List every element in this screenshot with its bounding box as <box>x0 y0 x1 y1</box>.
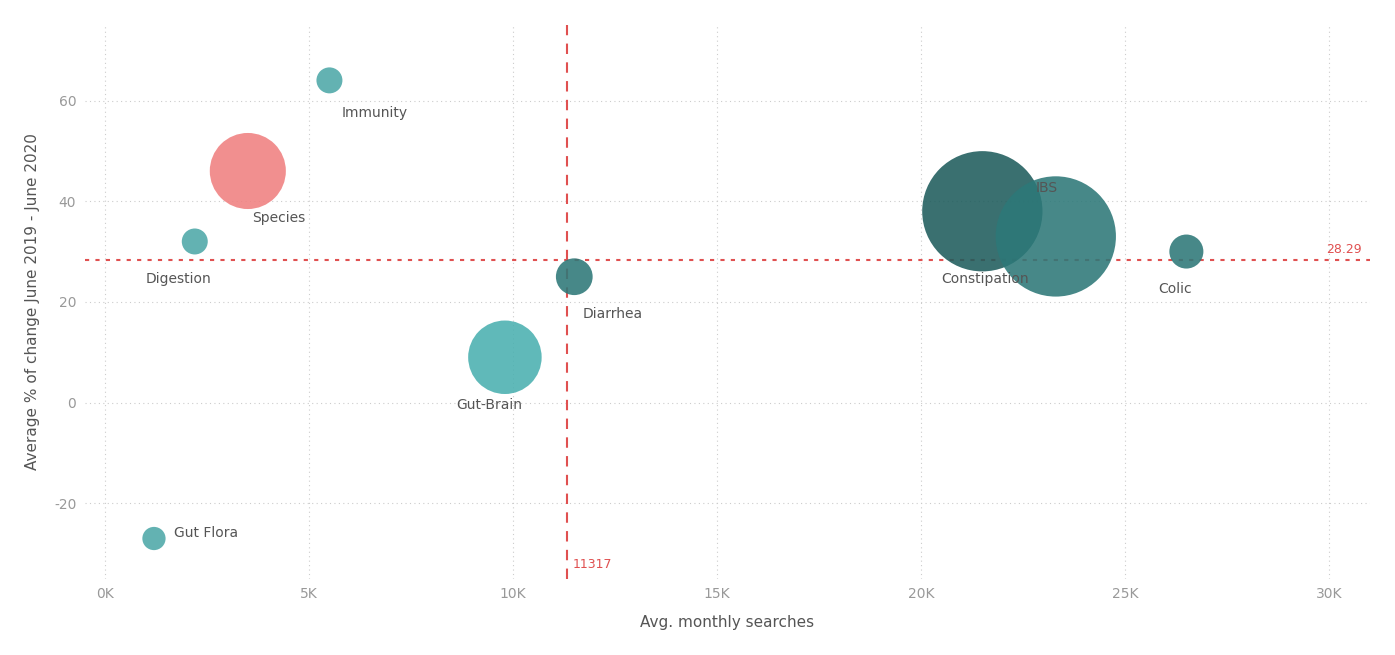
Point <box>237 166 259 176</box>
Point <box>1175 246 1197 257</box>
Point <box>1045 231 1067 242</box>
Text: Immunity: Immunity <box>342 105 407 120</box>
Text: Diarrhea: Diarrhea <box>583 307 643 321</box>
Text: Colic: Colic <box>1158 282 1191 296</box>
Text: Gut Flora: Gut Flora <box>174 527 239 540</box>
Point <box>142 533 165 544</box>
Point <box>184 236 206 247</box>
Point <box>971 206 993 217</box>
Point <box>494 352 516 362</box>
Point <box>564 271 586 282</box>
Text: IBS: IBS <box>1035 181 1057 195</box>
Text: 11317: 11317 <box>573 558 612 571</box>
Text: Species: Species <box>252 212 306 225</box>
Text: Gut-Brain: Gut-Brain <box>456 398 522 411</box>
Y-axis label: Average % of change June 2019 - June 2020: Average % of change June 2019 - June 202… <box>25 134 40 470</box>
Text: 28.29: 28.29 <box>1327 243 1362 256</box>
Point <box>318 75 340 86</box>
Text: Digestion: Digestion <box>146 272 212 286</box>
X-axis label: Avg. monthly searches: Avg. monthly searches <box>640 615 815 630</box>
Text: Constipation: Constipation <box>942 272 1030 286</box>
